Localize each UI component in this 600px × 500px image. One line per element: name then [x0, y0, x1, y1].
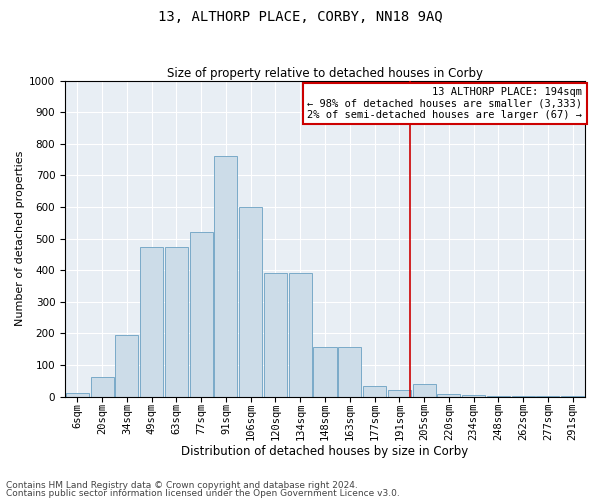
Text: Contains HM Land Registry data © Crown copyright and database right 2024.: Contains HM Land Registry data © Crown c…: [6, 481, 358, 490]
Bar: [91, 377, 113, 396]
Bar: [165, 246, 188, 396]
Text: Contains public sector information licensed under the Open Government Licence v3: Contains public sector information licen…: [6, 488, 400, 498]
Bar: [462, 395, 485, 396]
Bar: [140, 246, 163, 396]
Text: 13 ALTHORP PLACE: 194sqm
← 98% of detached houses are smaller (3,333)
2% of semi: 13 ALTHORP PLACE: 194sqm ← 98% of detach…: [307, 87, 583, 120]
Bar: [214, 156, 238, 396]
Bar: [413, 384, 436, 396]
Bar: [115, 335, 139, 396]
Title: Size of property relative to detached houses in Corby: Size of property relative to detached ho…: [167, 66, 483, 80]
Bar: [437, 394, 460, 396]
Bar: [264, 274, 287, 396]
Bar: [338, 346, 361, 397]
Text: 13, ALTHORP PLACE, CORBY, NN18 9AQ: 13, ALTHORP PLACE, CORBY, NN18 9AQ: [158, 10, 442, 24]
Bar: [66, 394, 89, 396]
Bar: [363, 386, 386, 396]
Bar: [239, 207, 262, 396]
Bar: [388, 390, 411, 396]
Y-axis label: Number of detached properties: Number of detached properties: [15, 151, 25, 326]
Bar: [313, 346, 337, 397]
Bar: [190, 232, 213, 396]
X-axis label: Distribution of detached houses by size in Corby: Distribution of detached houses by size …: [181, 444, 469, 458]
Bar: [289, 274, 312, 396]
